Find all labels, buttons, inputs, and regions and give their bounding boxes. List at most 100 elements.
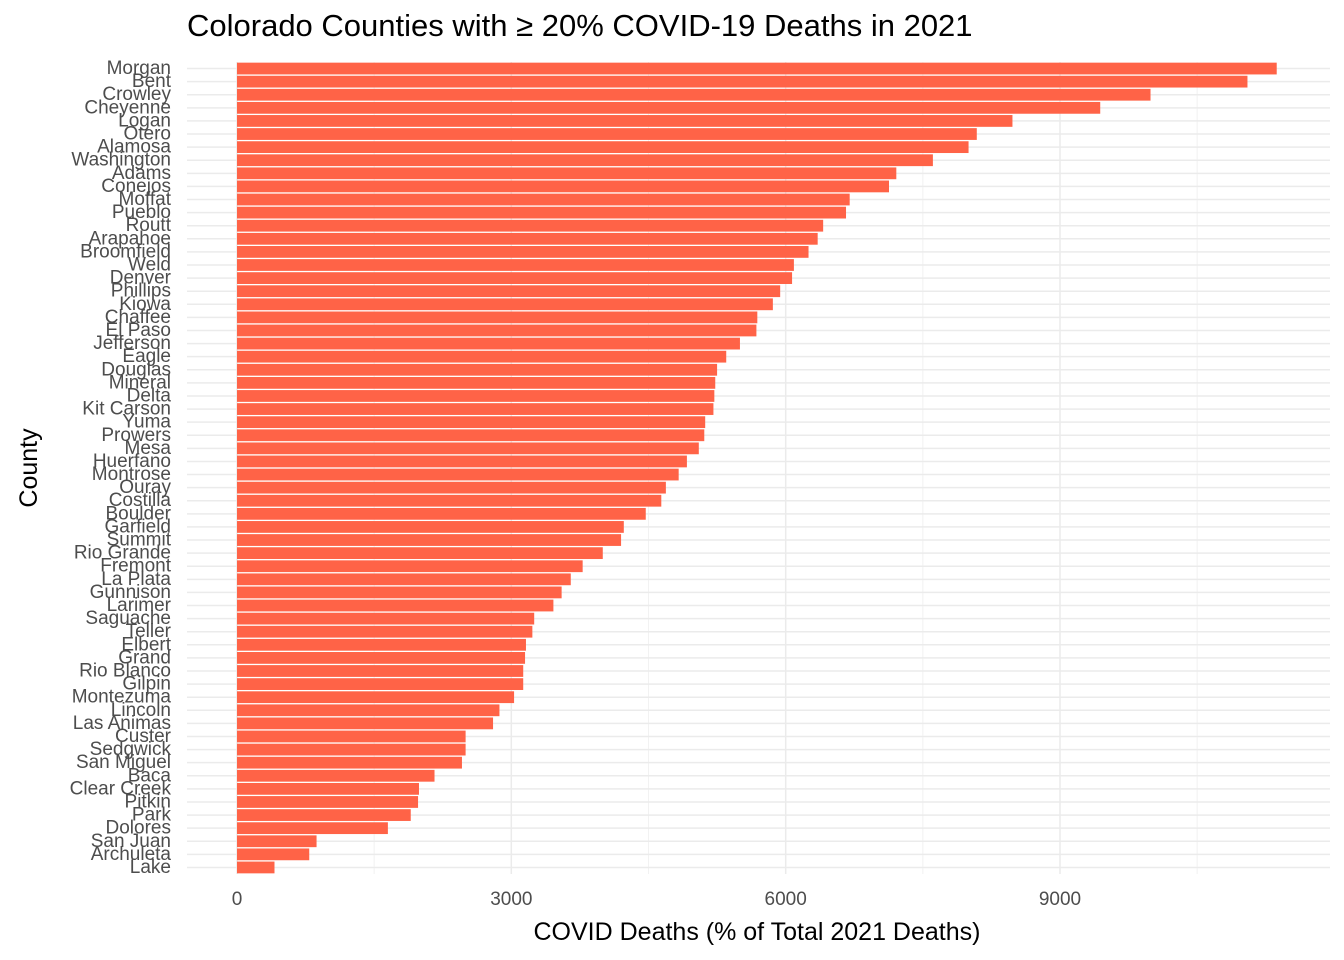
y-tick-label: Moffat — [119, 189, 172, 210]
y-tick-label: Kiowa — [119, 294, 171, 315]
bar-logan — [237, 115, 1013, 127]
y-tick-label: Sedgwick — [90, 739, 172, 760]
bar-lincoln — [237, 704, 500, 717]
y-tick-label: San Juan — [91, 831, 171, 852]
y-tick-label: Montrose — [92, 464, 171, 485]
bar-san-miguel — [237, 756, 462, 769]
y-tick-label: Routt — [126, 215, 172, 236]
bar-prowers — [237, 429, 705, 442]
bar-montezuma — [237, 691, 515, 704]
y-tick-label: La Plata — [101, 569, 171, 590]
bar-san-juan — [237, 835, 317, 848]
bar-las-animas — [237, 717, 494, 730]
bar-otero — [237, 128, 977, 140]
bar-kit-carson — [237, 403, 714, 415]
y-tick-label: Pueblo — [112, 202, 171, 223]
y-tick-label: Boulder — [106, 503, 172, 524]
y-tick-label: Fremont — [100, 556, 171, 577]
bar-lake — [237, 861, 275, 874]
y-axis-title: County — [15, 428, 43, 508]
y-tick-label: El Paso — [106, 320, 171, 341]
y-tick-label: Chaffee — [105, 307, 171, 328]
bar-crowley — [237, 88, 1151, 101]
bar-morgan — [237, 62, 1277, 75]
y-tick-label: Mesa — [125, 438, 172, 459]
bar-garfield — [237, 521, 624, 533]
y-tick-label: Garfield — [104, 516, 171, 537]
bar-costilla — [237, 494, 662, 507]
y-tick-label: Eagle — [122, 346, 171, 367]
y-tick-label: Park — [132, 805, 172, 826]
bar-saguache — [237, 612, 535, 625]
bar-dolores — [237, 822, 388, 835]
bar-yuma — [237, 416, 706, 429]
bar-boulder — [237, 507, 646, 520]
y-tick-label: Adams — [112, 163, 171, 184]
bar-huerfano — [237, 455, 687, 468]
y-tick-label: Lincoln — [111, 700, 171, 721]
y-tick-label: Costilla — [109, 490, 172, 511]
y-tick-label: Clear Creek — [70, 778, 172, 799]
bar-moffat — [237, 193, 850, 206]
bar-chaffee — [237, 311, 758, 324]
bar-sedgwick — [237, 743, 466, 756]
bar-broomfield — [237, 246, 809, 258]
y-tick-label: Conejos — [101, 176, 171, 197]
y-tick-label: Mineral — [109, 372, 171, 393]
bar-rio-blanco — [237, 665, 524, 677]
bar-alamosa — [237, 141, 969, 154]
y-tick-label: Ouray — [119, 477, 171, 498]
y-tick-label: Rio Blanco — [79, 661, 171, 682]
bar-archuleta — [237, 848, 310, 861]
y-tick-label: Phillips — [111, 281, 171, 302]
y-tick-label: Logan — [118, 110, 171, 131]
x-tick-label: 0 — [232, 889, 243, 910]
y-tick-label: Elbert — [121, 634, 171, 655]
y-tick-label: Alamosa — [97, 137, 171, 158]
bar-gunnison — [237, 586, 562, 599]
bar-kiowa — [237, 298, 773, 311]
bar-elbert — [237, 638, 526, 651]
x-tick-label: 9000 — [1039, 889, 1081, 910]
bar-ouray — [237, 481, 666, 494]
y-tick-label: Crowley — [102, 84, 171, 105]
bars — [237, 62, 1277, 874]
x-axis-title: COVID Deaths (% of Total 2021 Deaths) — [534, 918, 981, 946]
y-tick-label: Morgan — [107, 58, 171, 79]
chart-title: Colorado Counties with ≥ 20% COVID-19 De… — [187, 8, 973, 43]
y-tick-label: Broomfield — [80, 241, 171, 262]
bar-weld — [237, 259, 794, 271]
y-tick-label: Otero — [123, 124, 171, 145]
y-tick-label: Saguache — [85, 608, 171, 629]
bar-baca — [237, 769, 435, 782]
bar-la-plata — [237, 573, 571, 586]
y-tick-label: Huerfano — [93, 451, 171, 472]
y-tick-label: Kit Carson — [82, 399, 171, 420]
bar-douglas — [237, 363, 718, 376]
bar-gilpin — [237, 678, 524, 690]
x-tick-label: 3000 — [490, 889, 532, 910]
y-tick-label: Prowers — [101, 425, 171, 446]
y-tick-label: Summit — [107, 530, 172, 551]
bar-larimer — [237, 599, 554, 612]
bar-adams — [237, 167, 897, 180]
bar-conejos — [237, 180, 889, 193]
bar-bent — [237, 75, 1248, 88]
bar-park — [237, 809, 411, 821]
y-tick-label: Washington — [71, 150, 171, 171]
bar-jefferson — [237, 337, 740, 350]
bar-el-paso — [237, 324, 757, 337]
bar-clear-creek — [237, 782, 419, 795]
y-tick-label: Delta — [127, 385, 172, 406]
y-tick-label: Bent — [132, 71, 172, 92]
y-tick-label: Teller — [126, 621, 172, 642]
y-tick-label: Rio Grande — [74, 543, 171, 564]
x-tick-label: 6000 — [765, 889, 807, 910]
y-tick-label: San Miguel — [76, 752, 171, 773]
bar-phillips — [237, 285, 781, 298]
y-tick-label: Pitkin — [125, 791, 171, 812]
y-tick-label: Larimer — [107, 595, 172, 616]
y-tick-label: Denver — [110, 268, 172, 289]
y-tick-label: Grand — [118, 647, 171, 668]
